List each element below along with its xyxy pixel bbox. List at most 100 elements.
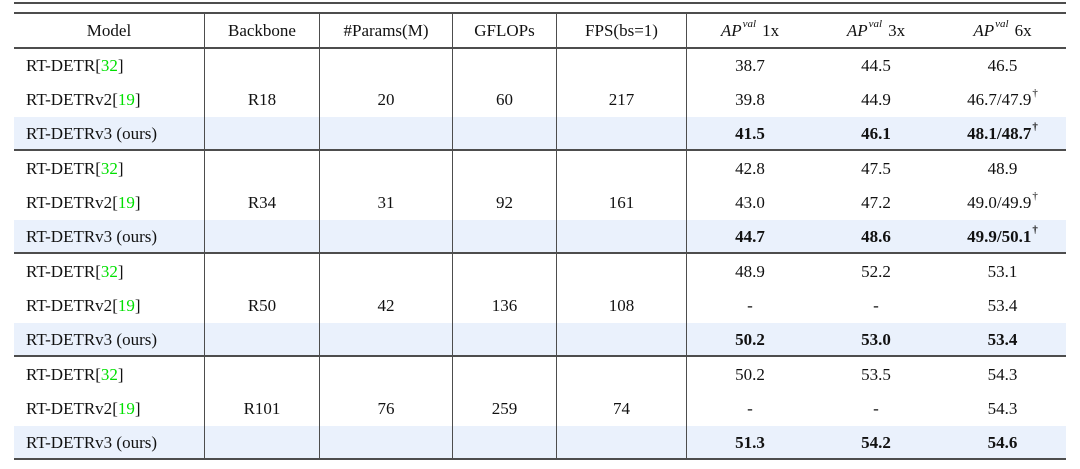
citation-link[interactable]: 19 <box>117 399 135 419</box>
ap-value: 47.2 <box>861 193 891 213</box>
backbone-cell <box>205 151 320 186</box>
gflops-cell <box>453 357 557 392</box>
ap-value: 52.2 <box>861 262 891 282</box>
gflops-cell <box>453 426 557 461</box>
ap-superscript: val <box>868 17 883 30</box>
ap-6x-cell: 48.9 <box>939 151 1066 185</box>
params-cell: 76 <box>320 391 453 427</box>
model-name: RT-DETRv3 (ours) <box>26 432 158 452</box>
gflops-cell: 136 <box>453 288 557 324</box>
citation-link[interactable]: 19 <box>117 90 135 110</box>
backbone-cell <box>205 220 320 255</box>
model-name: RT-DETRv2 <box>26 193 113 213</box>
model-name: RT-DETRv3 (ours) <box>26 123 158 143</box>
ap-1x-cell: 51.3 <box>687 426 813 461</box>
ap-1x-cell: - <box>687 392 813 426</box>
model-cell: RT-DETR [32] <box>14 357 205 392</box>
citation-link[interactable]: 19 <box>117 193 135 213</box>
model-cell: RT-DETRv3 (ours) <box>14 323 205 358</box>
ap-6x-cell: 49.0/49.9 † <box>939 186 1066 220</box>
ap-value: 53.1 <box>987 262 1018 282</box>
model-name: RT-DETR <box>26 262 96 282</box>
model-cell: RT-DETRv2 [19] <box>14 82 205 118</box>
gflops-cell: 92 <box>453 185 557 221</box>
params-cell <box>320 254 453 289</box>
model-cell: RT-DETRv3 (ours) <box>14 117 205 152</box>
citation-link[interactable]: 19 <box>117 296 135 316</box>
ap-3x-cell: 54.2 <box>813 426 939 461</box>
dagger-symbol: † <box>1032 120 1038 133</box>
params-cell: 42 <box>320 288 453 324</box>
ap-value: 53.4 <box>987 329 1018 349</box>
ap-3x-cell: 44.5 <box>813 49 939 83</box>
citation-bracket-close: ] <box>134 193 141 213</box>
ap-3x-cell: - <box>813 289 939 323</box>
ap-value: 38.7 <box>735 56 765 76</box>
ap-value: 48.9 <box>735 262 765 282</box>
backbone-cell <box>205 323 320 358</box>
params-cell: 20 <box>320 82 453 118</box>
ap-base-label: AP <box>720 20 742 40</box>
table-top-rule <box>14 2 1066 4</box>
backbone-cell <box>205 48 320 83</box>
column-header-ap-3x: AP val 3x <box>813 14 939 49</box>
fps-cell <box>557 357 687 392</box>
citation-link[interactable]: 32 <box>100 365 118 385</box>
ap-6x-cell: 54.3 <box>939 357 1066 391</box>
ap-value: 53.5 <box>861 365 891 385</box>
ap-value: 54.2 <box>861 432 891 452</box>
ap-schedule-label: 3x <box>888 20 906 40</box>
backbone-cell <box>205 117 320 152</box>
ap-3x-cell: 46.1 <box>813 117 939 152</box>
ap-value: 54.6 <box>987 432 1018 452</box>
column-header-params: #Params(M) <box>320 13 453 49</box>
citation-bracket-open: [ <box>95 159 101 179</box>
ap-value: 46.1 <box>861 123 891 143</box>
ap-superscript: val <box>995 17 1009 30</box>
column-header-ap-1x: AP val 1x <box>687 14 813 49</box>
ap-value: 54.3 <box>987 399 1018 419</box>
ap-value: 54.3 <box>987 365 1018 385</box>
ap-value: 53.0 <box>861 329 891 349</box>
ap-3x-cell: 47.2 <box>813 186 939 220</box>
ap-1x-cell: - <box>687 289 813 323</box>
gflops-cell <box>453 151 557 186</box>
ap-1x-cell: 41.5 <box>687 117 813 152</box>
params-cell <box>320 426 453 461</box>
ap-value: 50.2 <box>735 329 765 349</box>
ap-1x-cell: 50.2 <box>687 323 813 358</box>
model-name: RT-DETRv2 <box>26 399 113 419</box>
citation-link[interactable]: 32 <box>100 159 118 179</box>
ap-6x-cell: 53.1 <box>939 254 1066 288</box>
model-name: RT-DETRv2 <box>26 296 113 316</box>
ap-3x-cell: 52.2 <box>813 254 939 288</box>
ap-1x-cell: 48.9 <box>687 254 813 288</box>
model-cell: RT-DETRv3 (ours) <box>14 426 205 461</box>
citation-link[interactable]: 32 <box>100 56 118 76</box>
ap-value: - <box>747 296 753 316</box>
model-cell: RT-DETRv2 [19] <box>14 185 205 221</box>
ap-value: 46.7/47.9 <box>967 90 1032 110</box>
ap-value: - <box>873 296 879 316</box>
fps-cell <box>557 426 687 461</box>
ap-6x-cell: 46.7/47.9 † <box>939 83 1066 117</box>
backbone-cell: R34 <box>205 185 320 221</box>
backbone-cell <box>205 254 320 289</box>
ap-1x-cell: 42.8 <box>687 151 813 185</box>
ap-value: - <box>873 399 879 419</box>
model-name: RT-DETR <box>26 56 96 76</box>
column-header-ap-6x: AP val 6x <box>939 14 1066 49</box>
model-cell: RT-DETRv2 [19] <box>14 288 205 324</box>
backbone-cell: R50 <box>205 288 320 324</box>
citation-link[interactable]: 32 <box>100 262 118 282</box>
model-name: RT-DETR <box>26 159 96 179</box>
fps-cell <box>557 323 687 358</box>
citation-bracket-close: ] <box>134 90 141 110</box>
dagger-symbol: † <box>1032 223 1038 236</box>
ap-3x-cell: 44.9 <box>813 83 939 117</box>
ap-1x-cell: 43.0 <box>687 186 813 220</box>
ap-1x-cell: 39.8 <box>687 83 813 117</box>
ap-value: 48.9 <box>987 159 1018 179</box>
model-name: RT-DETRv2 <box>26 90 113 110</box>
